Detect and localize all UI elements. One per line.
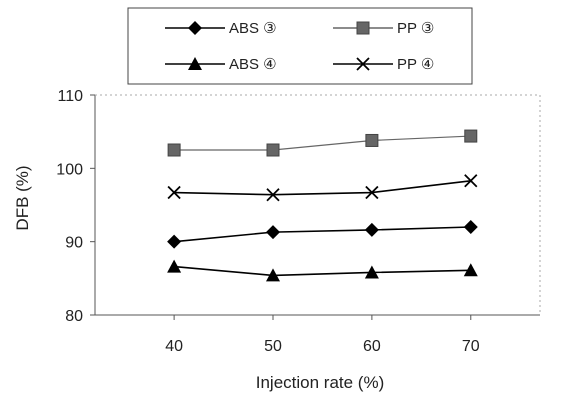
data-point (167, 185, 181, 200)
data-point (365, 185, 379, 200)
data-point (266, 225, 280, 240)
series-0 (167, 220, 478, 249)
legend-item: ABS ③ (165, 20, 277, 37)
legend-item: PP ④ (333, 56, 434, 73)
series-line (174, 265, 471, 277)
legend-swatch-marker (356, 21, 370, 35)
series-line (174, 226, 471, 243)
series-1 (167, 129, 478, 157)
x-tick-label: 50 (264, 338, 282, 355)
y-tick-label: 100 (56, 161, 83, 178)
data-point (464, 129, 478, 143)
x-tick-label: 40 (165, 338, 183, 355)
axes: 80 90 100 110 40 50 60 70 (56, 88, 541, 355)
data-point (167, 234, 182, 249)
y-tick-label: 110 (57, 88, 83, 105)
legend-box (127, 7, 473, 85)
y-tick-label: 80 (65, 308, 83, 325)
series-3 (167, 174, 478, 202)
data-point (266, 188, 280, 202)
legend-item: ABS ④ (165, 56, 277, 73)
data-point (364, 222, 379, 237)
y-axis-label: DFB (%) (13, 165, 32, 230)
legend-label: PP ④ (397, 56, 434, 73)
y-tick-label: 90 (65, 235, 83, 252)
legend-label: ABS ③ (229, 20, 277, 37)
data-point (463, 263, 478, 277)
legend: ABS ③ PP ③ ABS ④ PP ④ (127, 7, 473, 85)
legend-swatch-marker (188, 21, 202, 35)
legend-swatch-marker (356, 57, 370, 71)
series-layer (167, 129, 478, 282)
data-point (365, 133, 379, 147)
x-tick-label: 70 (462, 338, 480, 355)
x-axis-label: Injection rate (%) (256, 373, 385, 392)
data-point (266, 268, 280, 282)
series-line (174, 135, 471, 151)
series-line (174, 180, 471, 196)
legend-label: PP ③ (397, 20, 434, 37)
data-point (364, 265, 379, 279)
series-2 (167, 259, 478, 282)
data-point (463, 220, 478, 234)
data-point (167, 259, 182, 273)
data-point (266, 143, 280, 157)
legend-label: ABS ④ (229, 56, 277, 73)
legend-item: PP ③ (333, 20, 434, 37)
x-tick-label: 60 (363, 338, 381, 355)
data-point (167, 143, 181, 157)
legend-swatch-marker (188, 57, 202, 70)
data-point (464, 174, 478, 188)
